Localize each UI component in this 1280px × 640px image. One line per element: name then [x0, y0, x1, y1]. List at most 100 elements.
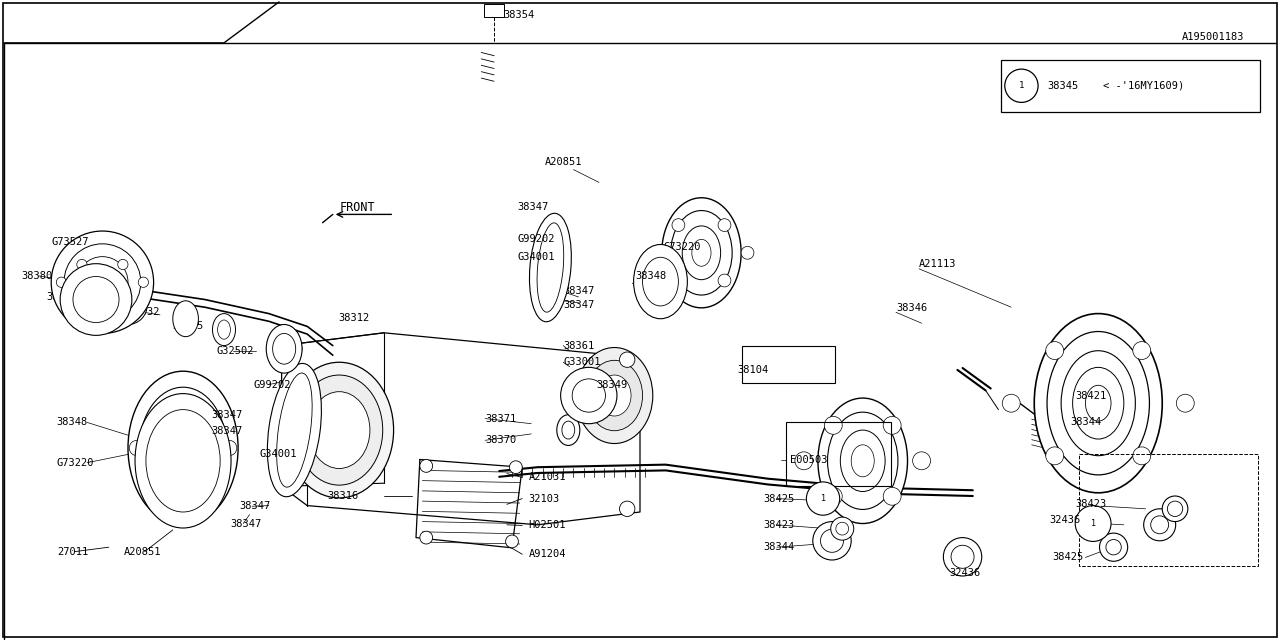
Text: 38371: 38371	[485, 413, 516, 424]
Ellipse shape	[266, 324, 302, 373]
Ellipse shape	[218, 320, 230, 339]
Circle shape	[420, 460, 433, 472]
Circle shape	[118, 295, 128, 305]
Text: 38347: 38347	[239, 501, 270, 511]
Ellipse shape	[136, 394, 232, 528]
Ellipse shape	[1061, 351, 1135, 456]
Text: 38423: 38423	[1075, 499, 1106, 509]
Ellipse shape	[212, 314, 236, 346]
Ellipse shape	[1167, 501, 1183, 516]
Text: 32436: 32436	[950, 568, 980, 578]
Circle shape	[1133, 342, 1151, 360]
Ellipse shape	[152, 406, 214, 490]
Circle shape	[649, 246, 662, 259]
Ellipse shape	[1162, 496, 1188, 522]
Text: G34001: G34001	[517, 252, 554, 262]
Circle shape	[198, 413, 214, 428]
Text: 1: 1	[1019, 81, 1024, 90]
Circle shape	[795, 452, 813, 470]
Text: G32502: G32502	[216, 346, 253, 356]
Text: 38354: 38354	[503, 10, 534, 20]
Circle shape	[152, 413, 168, 428]
Text: 38385: 38385	[173, 321, 204, 332]
Ellipse shape	[165, 424, 201, 472]
Circle shape	[77, 259, 87, 269]
Ellipse shape	[1073, 367, 1124, 439]
Text: 38346: 38346	[896, 303, 927, 313]
Ellipse shape	[538, 223, 563, 312]
Text: 38347: 38347	[230, 518, 261, 529]
Ellipse shape	[1034, 314, 1162, 493]
Circle shape	[129, 440, 145, 456]
Circle shape	[56, 277, 67, 287]
Text: 38386: 38386	[46, 292, 77, 302]
Circle shape	[561, 367, 617, 424]
Ellipse shape	[1106, 540, 1121, 555]
Text: 38104: 38104	[737, 365, 768, 375]
Ellipse shape	[276, 373, 312, 487]
Text: G73527: G73527	[51, 237, 88, 247]
Ellipse shape	[140, 387, 227, 509]
Ellipse shape	[273, 333, 296, 364]
Ellipse shape	[128, 371, 238, 525]
Ellipse shape	[1151, 516, 1169, 534]
Circle shape	[806, 482, 840, 515]
Text: A91204: A91204	[529, 549, 566, 559]
Ellipse shape	[576, 348, 653, 444]
Text: 38344: 38344	[763, 542, 794, 552]
Circle shape	[118, 259, 128, 269]
Ellipse shape	[841, 430, 886, 492]
Circle shape	[221, 440, 237, 456]
Text: G99202: G99202	[253, 380, 291, 390]
Circle shape	[509, 461, 522, 474]
Circle shape	[287, 341, 302, 356]
Circle shape	[1176, 394, 1194, 412]
Text: 38370: 38370	[485, 435, 516, 445]
Text: 1: 1	[820, 494, 826, 503]
Text: 38348: 38348	[56, 417, 87, 428]
Circle shape	[73, 276, 119, 323]
Text: 32103: 32103	[529, 493, 559, 504]
Ellipse shape	[828, 412, 899, 509]
Circle shape	[420, 531, 433, 544]
Circle shape	[1046, 447, 1064, 465]
Text: < -'16MY1609): < -'16MY1609)	[1103, 81, 1184, 91]
Text: FRONT: FRONT	[339, 201, 375, 214]
Bar	[742, 346, 835, 383]
Text: 38347: 38347	[563, 285, 594, 296]
Ellipse shape	[818, 398, 908, 524]
Text: A195001183: A195001183	[1181, 32, 1244, 42]
Circle shape	[1002, 394, 1020, 412]
Text: 32436: 32436	[1050, 515, 1080, 525]
Bar	[484, 4, 504, 17]
Circle shape	[152, 468, 168, 483]
Ellipse shape	[146, 410, 220, 512]
Circle shape	[741, 246, 754, 259]
Text: G34001: G34001	[260, 449, 297, 460]
Text: A20851: A20851	[545, 157, 582, 167]
Text: G73220: G73220	[663, 242, 700, 252]
Circle shape	[77, 295, 87, 305]
Ellipse shape	[586, 360, 643, 431]
Text: A21031: A21031	[529, 472, 566, 483]
Text: H02501: H02501	[529, 520, 566, 531]
Text: 38349: 38349	[596, 380, 627, 390]
Ellipse shape	[662, 198, 741, 308]
Ellipse shape	[836, 522, 849, 535]
Text: 38421: 38421	[1075, 390, 1106, 401]
Ellipse shape	[1100, 533, 1128, 561]
Bar	[786, 422, 891, 486]
Ellipse shape	[530, 213, 571, 322]
Ellipse shape	[634, 244, 687, 319]
Text: A21113: A21113	[919, 259, 956, 269]
Circle shape	[506, 535, 518, 548]
Text: A20851: A20851	[124, 547, 161, 557]
Circle shape	[64, 244, 141, 321]
Circle shape	[672, 219, 685, 232]
Ellipse shape	[285, 362, 394, 498]
Ellipse shape	[296, 375, 383, 485]
Circle shape	[51, 231, 154, 333]
Text: 38347: 38347	[563, 300, 594, 310]
Circle shape	[90, 269, 115, 295]
Circle shape	[883, 487, 901, 505]
